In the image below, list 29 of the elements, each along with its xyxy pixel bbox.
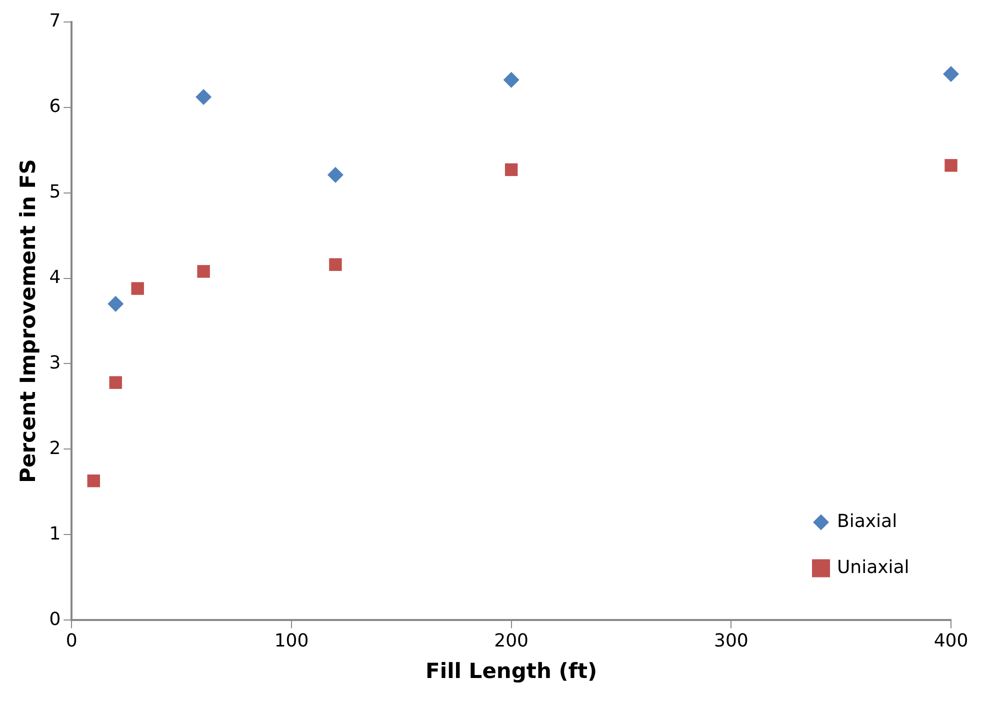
x-tick-label: 300 <box>714 630 748 652</box>
x-axis-title: Fill Length (ft) <box>426 658 598 683</box>
point <box>944 159 958 172</box>
y-tick-label: 7 <box>49 10 61 32</box>
y-tick-label: 5 <box>49 181 61 202</box>
y-tick-label: 0 <box>49 608 61 630</box>
point <box>87 474 100 488</box>
point <box>197 265 210 278</box>
legend-label: Biaxial <box>837 510 898 532</box>
x-tick-label: 200 <box>494 630 529 652</box>
point <box>131 282 144 295</box>
point <box>108 296 124 312</box>
point <box>503 72 520 88</box>
y-tick-label: 1 <box>49 523 61 544</box>
point <box>327 166 344 183</box>
point <box>109 376 122 389</box>
y-tick-label: 4 <box>49 266 61 288</box>
point <box>196 89 212 106</box>
x-tick-label: 100 <box>274 630 309 652</box>
y-tick-label: 3 <box>49 352 61 374</box>
legend-label: Uniaxial <box>837 556 910 578</box>
point <box>504 163 518 176</box>
point <box>943 66 959 82</box>
x-tick-label: 0 <box>66 630 78 652</box>
point <box>329 258 342 271</box>
y-axis-title: Percent Improvement in FS <box>16 159 40 483</box>
x-tick-label: 400 <box>934 630 968 652</box>
y-tick-label: 6 <box>49 96 61 117</box>
y-tick-label: 2 <box>49 438 61 459</box>
